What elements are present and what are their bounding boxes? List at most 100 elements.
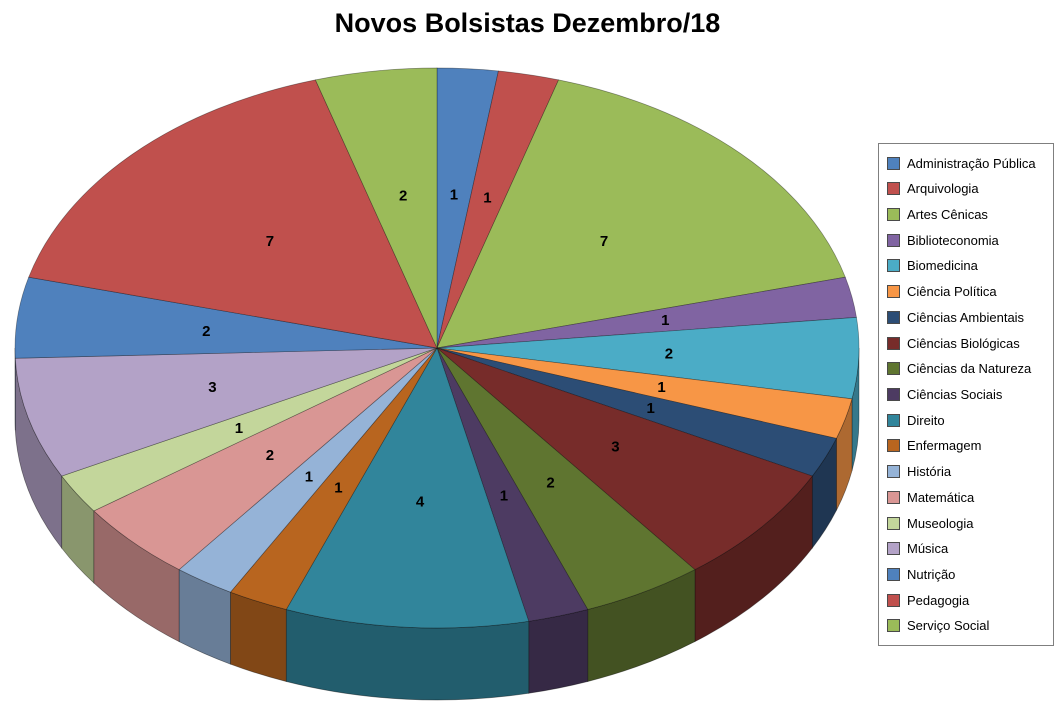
legend-swatch — [887, 465, 900, 479]
legend-label: Serviço Social — [907, 618, 990, 634]
legend-item-artes-cenicas[interactable]: Artes Cênicas — [887, 202, 1047, 226]
pie-slice-nutricao[interactable] — [14, 276, 438, 359]
pie-slice-arquivologia[interactable] — [436, 70, 560, 349]
legend-label: Ciência Política — [907, 284, 997, 300]
pie-slice-servico-social[interactable] — [314, 67, 438, 349]
pie-slice-ciencias-biologicas[interactable] — [436, 347, 813, 571]
legend-label: História — [907, 464, 952, 480]
legend-item-ciencia-politica[interactable]: Ciência Política — [887, 280, 1047, 304]
legend-item-ciencias-biologicas[interactable]: Ciências Biológicas — [887, 331, 1047, 355]
pie-slice-museologia[interactable] — [61, 347, 438, 512]
legend-item-pedagogia[interactable]: Pedagogia — [887, 588, 1047, 612]
legend-label: Museologia — [907, 515, 974, 531]
legend-label: Biblioteconomia — [907, 232, 999, 248]
legend-item-ciencias-da-natureza[interactable]: Ciências da Natureza — [887, 357, 1047, 381]
legend-label: Música — [907, 541, 949, 557]
data-label-musica: 3 — [208, 379, 216, 396]
legend-label: Arquivologia — [907, 181, 979, 197]
legend-label: Pedagogia — [907, 592, 970, 608]
pie-slice-enfermagem[interactable] — [229, 347, 438, 610]
data-label-ciencia-politica: 1 — [657, 379, 665, 396]
legend-label: Artes Cênicas — [907, 206, 988, 222]
pie-slice-musica[interactable] — [14, 347, 438, 477]
legend-item-arquivologia[interactable]: Arquivologia — [887, 177, 1047, 201]
legend-label: Ciências Ambientais — [907, 309, 1025, 325]
legend-label: Ciências da Natureza — [907, 361, 1032, 377]
data-label-ciencias-ambientais: 1 — [646, 400, 654, 417]
data-label-ciencias-biologicas: 3 — [611, 439, 619, 456]
legend-swatch — [887, 387, 900, 401]
legend-item-museologia[interactable]: Museologia — [887, 511, 1047, 535]
pie-slice-ciencias-sociais[interactable] — [436, 347, 589, 622]
data-label-direito: 4 — [416, 494, 425, 511]
legend-label: Biomedicina — [907, 258, 978, 274]
legend-swatch — [887, 516, 900, 530]
data-label-matematica: 2 — [266, 447, 274, 464]
pie-slice-wall-ciencias-sociais — [528, 609, 589, 694]
pie-slice-ciencia-politica[interactable] — [436, 347, 853, 439]
legend-swatch — [887, 259, 900, 273]
legend-swatch — [887, 156, 900, 170]
pie-slice-ciencias-da-natureza[interactable] — [436, 347, 696, 610]
pie-slice-pedagogia[interactable] — [28, 79, 438, 349]
legend-item-enfermagem[interactable]: Enfermagem — [887, 434, 1047, 458]
pie-slice-biomedicina[interactable] — [436, 317, 860, 400]
data-label-pedagogia: 7 — [266, 233, 274, 250]
legend-swatch — [887, 285, 900, 299]
legend-swatch — [887, 439, 900, 453]
legend-item-historia[interactable]: História — [887, 460, 1047, 484]
data-label-artes-cenicas: 7 — [600, 233, 608, 250]
legend-item-musica[interactable]: Música — [887, 537, 1047, 561]
legend-label: Ciências Biológicas — [907, 335, 1020, 351]
pie-slice-direito[interactable] — [285, 347, 530, 629]
legend-item-administracao-publica[interactable]: Administração Pública — [887, 151, 1047, 175]
chart-title: Novos Bolsistas Dezembro/18 — [334, 8, 721, 38]
data-label-administracao-publica: 1 — [450, 186, 458, 203]
data-label-museologia: 1 — [235, 420, 243, 437]
legend-item-ciencias-ambientais[interactable]: Ciências Ambientais — [887, 305, 1047, 329]
legend-item-ciencias-sociais[interactable]: Ciências Sociais — [887, 382, 1047, 406]
data-label-biomedicina: 2 — [665, 346, 673, 363]
legend-swatch — [887, 593, 900, 607]
legend-label: Administração Pública — [907, 155, 1036, 171]
legend-label: Matemática — [907, 489, 975, 505]
data-label-biblioteconomia: 1 — [661, 312, 669, 329]
data-label-servico-social: 2 — [399, 188, 407, 205]
legend-label: Nutrição — [907, 567, 956, 582]
pie-slice-wall-direito — [285, 609, 530, 701]
legend-item-servico-social[interactable]: Serviço Social — [887, 614, 1047, 638]
data-label-historia: 1 — [305, 468, 313, 485]
data-label-ciencias-sociais: 1 — [500, 487, 508, 504]
legend-swatch — [887, 336, 900, 350]
pie-slice-historia[interactable] — [178, 347, 438, 593]
pie-slice-biblioteconomia[interactable] — [436, 276, 857, 349]
legend-swatch — [887, 490, 900, 504]
legend-item-biblioteconomia[interactable]: Biblioteconomia — [887, 228, 1047, 252]
legend-swatch — [887, 619, 900, 633]
legend-item-matematica[interactable]: Matemática — [887, 485, 1047, 509]
legend-swatch — [887, 362, 900, 376]
legend-swatch — [887, 207, 900, 221]
legend: Administração Pública Arquivologia Artes C… — [878, 143, 1054, 646]
data-label-enfermagem: 1 — [334, 479, 342, 496]
data-label-arquivologia: 1 — [483, 190, 491, 207]
legend-item-biomedicina[interactable]: Biomedicina — [887, 254, 1047, 278]
legend-swatch — [887, 310, 900, 324]
legend-swatch — [887, 182, 900, 196]
pie-slice-administracao-publica[interactable] — [436, 67, 499, 349]
legend-label: Ciências Sociais — [907, 386, 1003, 402]
legend-swatch — [887, 413, 900, 427]
legend-swatch — [887, 542, 900, 556]
legend-item-nutricao[interactable]: Nutrição — [887, 563, 1047, 587]
data-label-nutricao: 2 — [202, 323, 210, 340]
pie-slice-artes-cenicas[interactable] — [436, 79, 846, 349]
data-label-ciencias-da-natureza: 2 — [546, 474, 554, 491]
legend-label: Enfermagem — [907, 438, 982, 454]
legend-swatch — [887, 233, 900, 247]
pie-slice-ciencias-ambientais[interactable] — [436, 347, 837, 477]
legend-swatch — [887, 568, 900, 581]
legend-label: Direito — [907, 412, 945, 428]
pie-slice-matematica[interactable] — [93, 347, 438, 571]
legend-item-direito[interactable]: Direito — [887, 408, 1047, 432]
